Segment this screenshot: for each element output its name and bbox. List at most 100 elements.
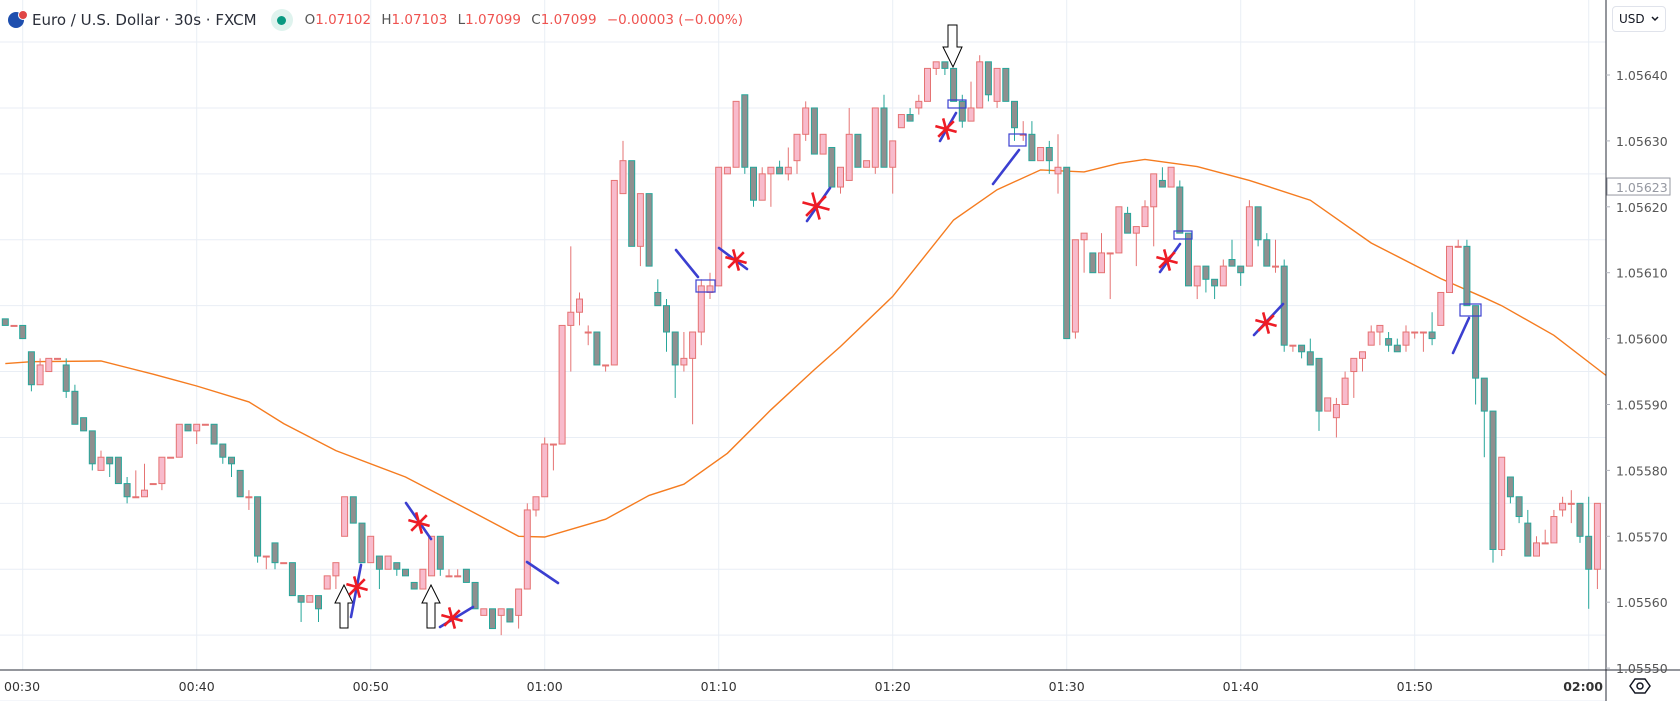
blue-trend-line[interactable] xyxy=(674,248,700,279)
candle-body xyxy=(1141,206,1149,228)
blue-trend-line[interactable] xyxy=(991,148,1021,186)
candle-body xyxy=(976,61,984,109)
candle-down xyxy=(254,496,262,563)
up-arrow-drawing[interactable] xyxy=(421,583,441,629)
candle-body xyxy=(1593,502,1601,570)
candle-body xyxy=(114,456,122,485)
candle-down xyxy=(62,358,70,398)
candle-up xyxy=(1150,173,1158,247)
time-tick-label: 00:50 xyxy=(353,679,389,694)
candle-down xyxy=(410,581,418,590)
candle-down xyxy=(654,279,662,307)
currency-label: USD xyxy=(1619,12,1645,26)
candle-body xyxy=(1219,265,1227,287)
candle-body xyxy=(1332,404,1340,419)
close-label: C xyxy=(531,12,541,28)
candle-body xyxy=(984,61,992,96)
candle-body xyxy=(845,133,853,181)
candle-body xyxy=(1515,496,1523,518)
blue-trend-line[interactable] xyxy=(525,560,560,585)
candle-down xyxy=(489,608,496,630)
currency-button[interactable]: USD xyxy=(1612,6,1666,32)
candle-body xyxy=(201,423,209,426)
candle-body xyxy=(1437,291,1445,326)
candle-down xyxy=(1428,312,1436,346)
candle-up xyxy=(1541,529,1549,545)
red-asterisk-marker[interactable] xyxy=(725,249,747,271)
candle-down xyxy=(1185,232,1192,287)
candle-down xyxy=(1089,252,1097,274)
candle-body xyxy=(932,61,940,69)
candle-body xyxy=(1446,245,1453,293)
candle-up xyxy=(280,562,288,565)
candle-body xyxy=(228,456,235,465)
candle-up xyxy=(1350,357,1358,398)
high-label: H xyxy=(381,12,392,28)
eye-icon[interactable] xyxy=(1628,676,1652,696)
blue-box-drawing[interactable] xyxy=(695,279,716,293)
candle-body xyxy=(889,140,897,168)
market-open-status-icon[interactable] xyxy=(270,9,293,31)
candle-body xyxy=(689,331,697,359)
candle-body xyxy=(1472,305,1480,379)
candle-body xyxy=(1550,516,1558,544)
candle-body xyxy=(1376,324,1384,333)
blue-box-drawing[interactable] xyxy=(947,99,967,109)
drawings-layer[interactable] xyxy=(334,24,1482,629)
candle-up xyxy=(1454,239,1462,248)
blue-box-drawing[interactable] xyxy=(1459,303,1482,317)
blue-box-drawing[interactable] xyxy=(1008,133,1027,147)
candle-up xyxy=(767,166,775,207)
candle-body xyxy=(663,305,670,333)
asterisk-stroke xyxy=(805,195,827,217)
candle-up xyxy=(1054,134,1062,194)
red-asterisk-marker[interactable] xyxy=(1156,249,1178,271)
blue-box-drawing[interactable] xyxy=(1173,230,1193,240)
candle-down xyxy=(1211,278,1219,300)
candle-body xyxy=(54,357,61,360)
red-asterisk-marker[interactable] xyxy=(935,118,957,140)
candle-body xyxy=(628,160,636,247)
candle-down xyxy=(271,542,279,570)
red-asterisk-marker[interactable] xyxy=(441,607,463,629)
time-tick-label: 01:30 xyxy=(1049,679,1085,694)
symbol-title[interactable]: Euro / U.S. Dollar · 30s · FXCM xyxy=(32,11,257,29)
up-arrow-drawing[interactable] xyxy=(334,583,354,629)
candle-down xyxy=(671,331,679,398)
candle-body xyxy=(471,581,479,610)
candle-body xyxy=(184,423,192,432)
red-asterisk-marker[interactable] xyxy=(1255,312,1277,334)
time-tick-label: 02:00 xyxy=(1563,679,1603,694)
open-label: O xyxy=(304,12,316,28)
candle-up xyxy=(1359,351,1366,372)
candle-body xyxy=(71,390,79,425)
price-tick-label: 1.05610 xyxy=(1616,266,1668,281)
candle-body xyxy=(489,608,496,630)
candle-up xyxy=(636,193,644,267)
price-tick-label: 1.05640 xyxy=(1616,68,1668,83)
candle-down xyxy=(750,166,757,207)
candle-down xyxy=(1315,357,1323,431)
candle-up xyxy=(1324,397,1332,412)
candle-body xyxy=(393,562,401,570)
down-arrow-drawing[interactable] xyxy=(942,24,963,69)
asterisk-stroke xyxy=(348,578,366,596)
blue-trend-line[interactable] xyxy=(1451,316,1471,355)
candle-down xyxy=(349,496,357,524)
candle-body xyxy=(1272,265,1279,268)
candle-body xyxy=(1559,502,1567,511)
candle-body xyxy=(1237,265,1245,274)
candle-body xyxy=(828,146,836,188)
red-asterisk-marker[interactable] xyxy=(408,512,430,534)
candle-up xyxy=(802,101,810,141)
red-asterisk-marker[interactable] xyxy=(346,576,368,598)
candle-body xyxy=(1054,166,1062,175)
candle-down xyxy=(1176,180,1184,234)
candle-up xyxy=(1245,200,1253,267)
candle-body xyxy=(549,443,557,446)
blue-trend-line[interactable] xyxy=(349,563,363,619)
ema-line xyxy=(5,158,1607,538)
red-asterisk-marker[interactable] xyxy=(802,192,830,220)
candle-body xyxy=(1089,252,1097,274)
